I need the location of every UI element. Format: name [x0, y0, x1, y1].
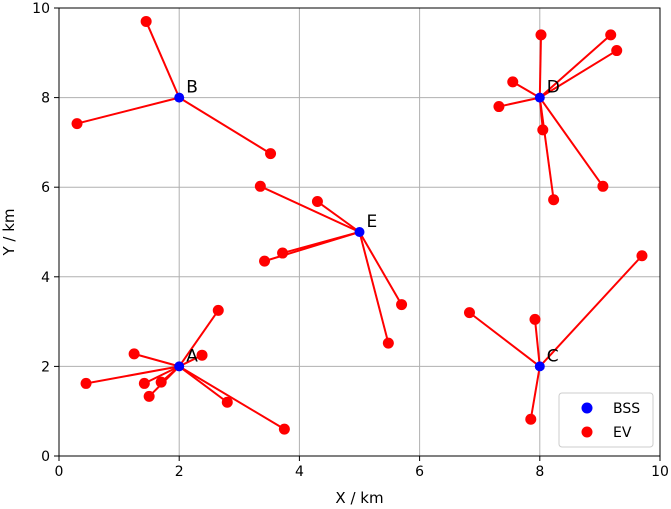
station-label: B [186, 78, 198, 98]
ev-point [311, 196, 323, 208]
assignment-lines [76, 21, 643, 430]
ev-point [636, 250, 648, 262]
x-tick-label: 10 [651, 464, 669, 480]
legend-label-ev: EV [613, 425, 632, 441]
ev-point [138, 377, 150, 389]
y-tick-label: 4 [41, 270, 50, 286]
assignment-line [538, 97, 604, 187]
ev-point [597, 180, 609, 192]
station-label: D [547, 78, 560, 98]
assignment-line [133, 352, 180, 368]
ev-point [259, 255, 271, 267]
assignment-line [533, 319, 541, 367]
assignment-line [178, 96, 272, 155]
assignment-line [468, 311, 541, 368]
assignment-line [538, 34, 543, 98]
station-labels: A B C D E [186, 78, 560, 367]
ev-point [535, 29, 547, 41]
assignment-line [498, 96, 541, 108]
ev-point [254, 180, 266, 192]
ev-point [277, 247, 289, 259]
y-axis-label: Y / km [0, 208, 18, 256]
station-label: C [547, 346, 559, 366]
ev-point [155, 376, 167, 388]
assignment-line [538, 97, 555, 200]
assignment-line [145, 21, 181, 98]
ev-point [463, 307, 475, 319]
assignment-line [76, 96, 180, 125]
legend-label-bss: BSS [613, 401, 640, 417]
plot-area [58, 7, 661, 457]
legend-marker-ev [581, 426, 593, 438]
bss-point [534, 92, 545, 103]
assignment-line [85, 365, 180, 385]
assignment-line [178, 309, 220, 367]
assignment-line [259, 185, 360, 233]
y-tick-label: 10 [32, 1, 50, 17]
ev-point [143, 390, 155, 402]
bss-points [174, 92, 545, 372]
y-tick-label: 0 [41, 449, 50, 465]
ev-point [278, 423, 290, 435]
y-tick-label: 6 [41, 180, 50, 196]
assignment-line [178, 365, 285, 430]
assignment-line [316, 200, 361, 233]
bss-point [354, 227, 365, 237]
assignment-line [529, 366, 541, 420]
y-tick-label: 2 [41, 359, 50, 375]
ev-points [71, 15, 648, 435]
assignment-line [539, 255, 643, 368]
bss-point [174, 361, 185, 372]
assignment-line [358, 231, 403, 306]
assignment-line [358, 231, 390, 344]
ev-point [537, 124, 549, 136]
x-tick-label: 8 [535, 464, 544, 480]
ev-point [196, 349, 208, 361]
x-tick-label: 4 [295, 464, 304, 480]
ev-point [382, 337, 394, 349]
assignment-line [143, 365, 180, 385]
x-axis-label: X / km [335, 489, 383, 507]
ev-point [548, 194, 560, 206]
ev-point [140, 15, 152, 27]
ev-point [71, 118, 83, 130]
ev-point [128, 348, 140, 360]
ev-point [493, 101, 505, 113]
ev-point [529, 313, 541, 325]
ev-point [212, 304, 224, 316]
axis-ticks: 0 2 4 6 8 10 0 2 4 6 8 10 [32, 1, 669, 480]
bss-point [174, 92, 185, 103]
x-tick-label: 6 [415, 464, 424, 480]
ev-point [525, 413, 537, 425]
ev-point [507, 76, 519, 88]
legend: BSS EV [558, 392, 654, 448]
ev-point [396, 299, 408, 311]
ev-point [80, 377, 92, 389]
assignment-line [539, 34, 612, 99]
station-label: A [186, 346, 198, 366]
x-tick-label: 2 [175, 464, 184, 480]
bss-point [534, 361, 545, 372]
ev-point [221, 396, 233, 408]
x-tick-label: 0 [55, 464, 64, 480]
ev-point [265, 148, 277, 160]
assignment-line [539, 49, 618, 99]
legend-marker-bss [581, 402, 593, 414]
station-label: E [367, 212, 378, 232]
assignment-line [178, 365, 228, 404]
ev-point [605, 29, 617, 41]
y-tick-label: 8 [41, 91, 50, 107]
ev-point [611, 45, 623, 57]
